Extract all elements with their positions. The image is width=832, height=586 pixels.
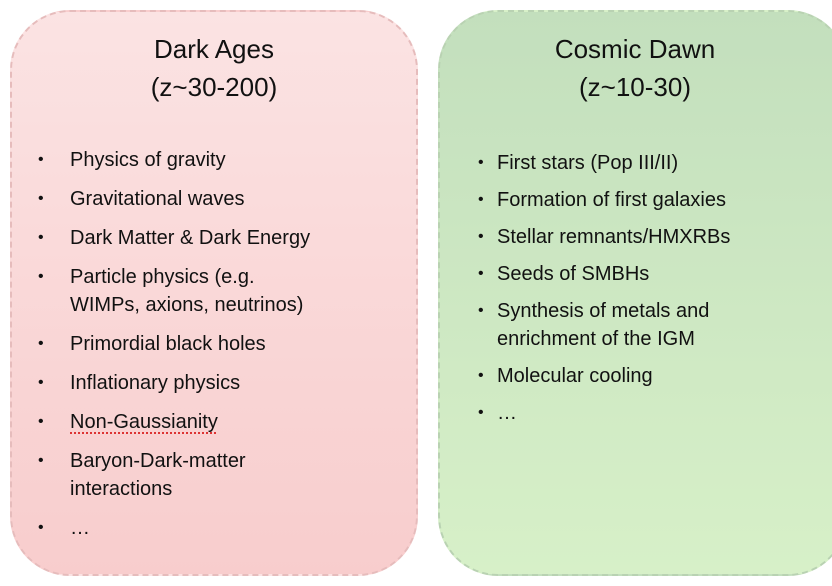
item-text: Inflationary physics: [70, 372, 241, 394]
item-text: Seeds of SMBHs: [497, 263, 650, 285]
list-item: Physics of gravity: [12, 146, 416, 174]
panel-title: Dark Ages: [154, 34, 274, 64]
list-item: Stellar remnants/HMXRBs: [440, 223, 832, 251]
list-item: First stars (Pop III/II): [440, 149, 832, 177]
item-text: Stellar remnants/HMXRBs: [497, 226, 731, 248]
list-item: Primordial black holes: [12, 330, 416, 358]
item-text: Baryon-Dark-matter: [70, 450, 246, 472]
item-text: Formation of first galaxies: [497, 189, 726, 211]
item-text: Molecular cooling: [497, 365, 653, 387]
item-text: …: [70, 517, 90, 539]
list-item: …: [12, 514, 416, 542]
list-item: Gravitational waves: [12, 185, 416, 213]
panel: Cosmic Dawn (z~10-30) First stars (Pop I…: [438, 10, 832, 576]
item-list: Physics of gravity Gravitational waves Dar…: [12, 146, 416, 553]
item-text: …: [497, 402, 517, 424]
item-text: Dark Matter & Dark Energy: [70, 227, 311, 249]
list-item: Non-Gaussianity: [12, 408, 416, 436]
item-text: interactions: [70, 478, 173, 500]
panel-title: Cosmic Dawn: [554, 34, 716, 64]
list-item: Baryon-Dark-matter interactions: [12, 447, 416, 503]
item-text: Primordial black holes: [70, 333, 266, 355]
list-item: …: [440, 399, 832, 427]
list-item: Formation of first galaxies: [440, 186, 832, 214]
list-item: Synthesis of metals and enrichment of the…: [440, 297, 832, 353]
panel-subtitle: (z~10-30): [579, 72, 691, 102]
panel: Dark Ages (z~30-200) Physics of gravity G…: [10, 10, 418, 576]
item-text: Gravitational waves: [70, 188, 245, 210]
item-text: Non-Gaussianity: [70, 411, 218, 433]
item-text: Synthesis of metals and: [497, 300, 710, 322]
list-item: Seeds of SMBHs: [440, 260, 832, 288]
panel-subtitle: (z~30-200): [150, 72, 278, 102]
item-text: Particle physics (e.g.: [70, 266, 255, 288]
item-list: First stars (Pop III/II) Formation of fir…: [440, 149, 832, 436]
item-text: First stars (Pop III/II): [497, 152, 679, 174]
list-item: Particle physics (e.g. WIMPs, axions, neu…: [12, 263, 416, 319]
item-text: Physics of gravity: [70, 149, 226, 171]
list-item: Molecular cooling: [440, 362, 832, 390]
list-item: Inflationary physics: [12, 369, 416, 397]
list-item: Dark Matter & Dark Energy: [12, 224, 416, 252]
item-text: enrichment of the IGM: [497, 328, 695, 350]
item-text: WIMPs, axions, neutrinos): [70, 294, 304, 316]
